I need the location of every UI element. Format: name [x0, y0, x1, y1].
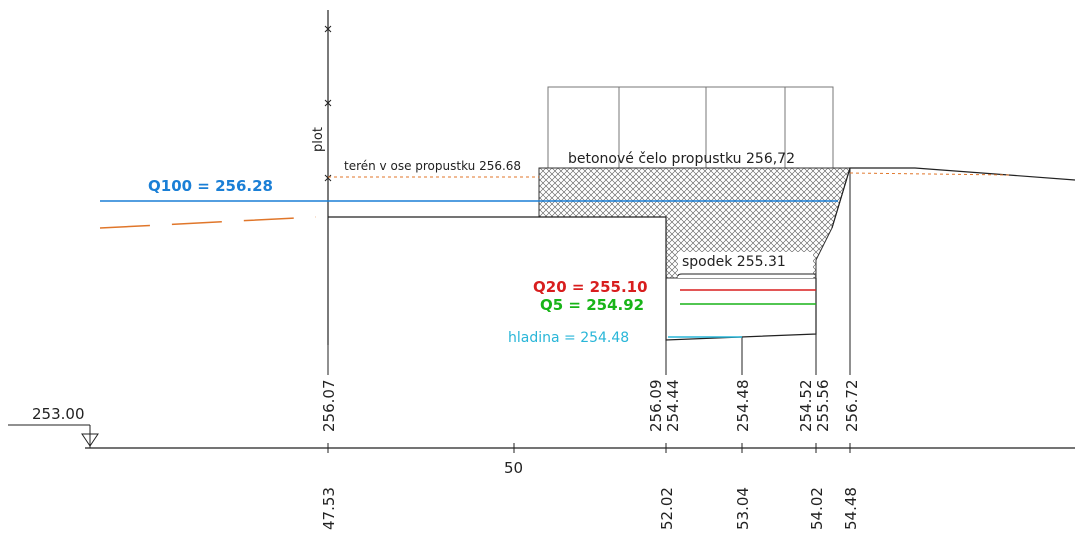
station-label: 54.02: [808, 487, 826, 530]
hladina-label: hladina = 254.48: [508, 330, 629, 346]
elevation-label: 254.52: [797, 380, 815, 433]
elevation-label: 256.09: [647, 380, 665, 433]
elevation-label: 254.48: [734, 380, 752, 433]
x-tick-label: 50: [504, 459, 523, 477]
q20-label: Q20 = 255.10: [533, 278, 648, 296]
station-label: 47.53: [320, 487, 338, 530]
spodek-label: spodek 255.31: [682, 254, 786, 270]
elevation-label: 254.44: [664, 380, 682, 433]
terrain-label: terén v ose propustku 256.68: [344, 159, 521, 173]
datum-line: [8, 424, 1075, 453]
terrain-left-dashed: [99, 216, 317, 229]
q5-label: Q5 = 254.92: [540, 296, 644, 314]
terrain-right-line: [849, 172, 1011, 176]
q100-label: Q100 = 256.28: [148, 177, 273, 195]
elevation-label: 256.07: [320, 380, 338, 433]
elevation-label: 256.72: [843, 380, 861, 433]
headwall-label: betonové čelo propustku 256,72: [568, 151, 795, 167]
elevation-label: 255.56: [814, 380, 832, 433]
plot-label: plot: [311, 127, 326, 152]
station-label: 52.02: [658, 487, 676, 530]
right-embankment: [831, 167, 1075, 229]
station-label: 54.48: [842, 487, 860, 530]
station-label: 53.04: [734, 487, 752, 530]
datum-label: 253.00: [32, 405, 85, 423]
